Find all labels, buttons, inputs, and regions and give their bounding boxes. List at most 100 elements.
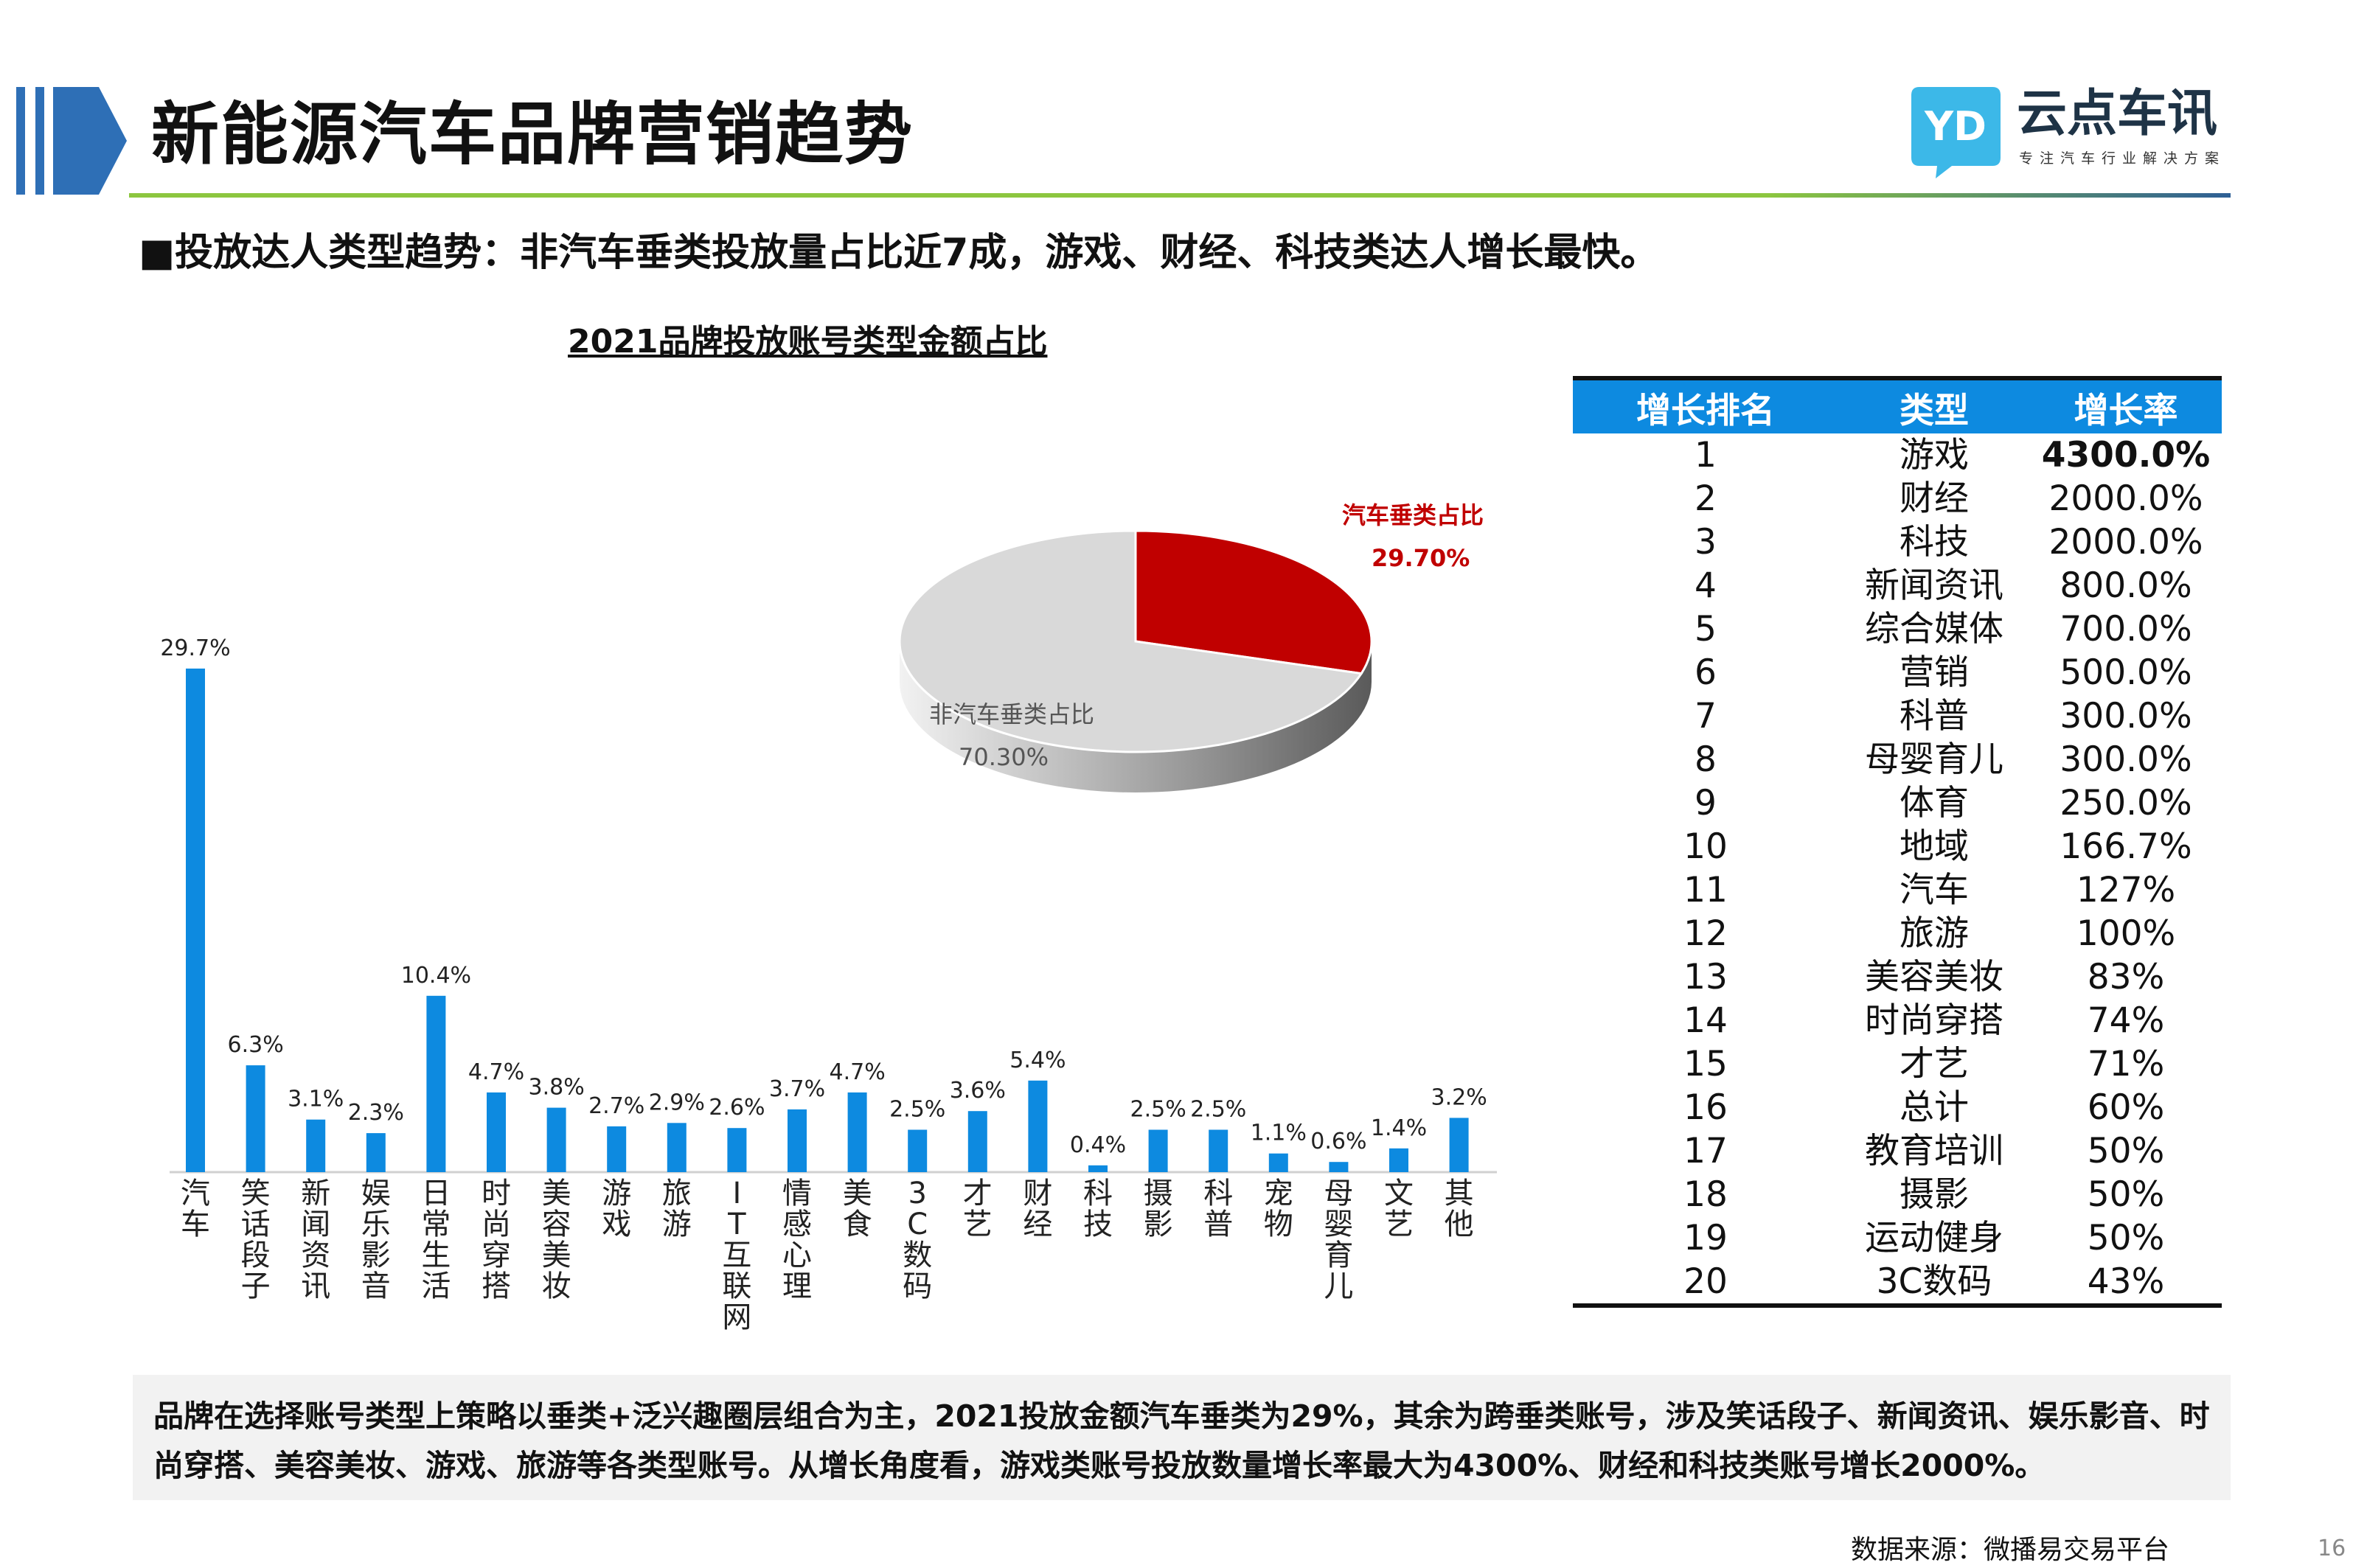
table-row: 11 汽车 127%	[1573, 868, 2222, 912]
rank-cell: 12	[1683, 913, 1728, 954]
type-cell: 时尚穿搭	[1865, 1000, 2003, 1041]
growth-rate-cell: 83%	[2087, 957, 2165, 997]
summary-box	[133, 1375, 2231, 1500]
chart-title: 2021品牌投放账号类型金额占比	[568, 323, 1048, 360]
header-bar-decoration	[16, 87, 127, 195]
bar-value-label: 0.6%	[1310, 1129, 1366, 1154]
bar-旅游	[667, 1123, 687, 1172]
rank-cell: 13	[1683, 957, 1728, 997]
bar-才艺	[967, 1111, 987, 1172]
bar-笑话段子	[246, 1065, 265, 1172]
bar-value-label: 3.8%	[528, 1075, 584, 1101]
bar-value-label: 1.4%	[1371, 1115, 1427, 1141]
growth-rate-cell: 2000.0%	[2048, 522, 2203, 562]
type-cell: 游戏	[1900, 435, 1969, 475]
category-label: 文艺	[1384, 1177, 1414, 1241]
rank-cell: 2	[1695, 478, 1717, 519]
rank-cell: 14	[1683, 1000, 1728, 1041]
bar-时尚穿搭	[487, 1092, 506, 1172]
category-label: 财经	[1023, 1177, 1052, 1241]
summary-text: 品牌在选择账号类型上策略以垂类+泛兴趣圈层组合为主，2021投放金额汽车垂类为2…	[153, 1398, 2210, 1483]
bar-IT互联网	[727, 1128, 747, 1172]
category-label: 母婴育儿	[1324, 1177, 1353, 1303]
bar-财经	[1028, 1080, 1048, 1172]
logo-name: 云点车讯	[2017, 85, 2218, 143]
column-header: 增长排名	[1573, 376, 1838, 433]
bar-美食	[847, 1092, 867, 1172]
bar-value-label: 4.7%	[829, 1059, 885, 1085]
rank-cell: 8	[1695, 739, 1717, 780]
table-row: 9 体育 250.0%	[1573, 781, 2222, 825]
bar-value-label: 2.5%	[1190, 1097, 1246, 1123]
rank-cell: 4	[1695, 565, 1717, 606]
rank-cell: 3	[1695, 522, 1717, 562]
page-title: 新能源汽车品牌营销趋势	[151, 95, 914, 174]
pie-value-label: 29.70%	[1372, 544, 1470, 572]
table-row: 14 时尚穿搭 74%	[1573, 999, 2222, 1042]
bar-value-label: 2.3%	[348, 1100, 404, 1126]
category-label: 3 C 数码	[903, 1177, 932, 1303]
growth-rate-cell: 74%	[2087, 1000, 2165, 1041]
bar-value-label: 4.7%	[468, 1059, 524, 1085]
bar-其他	[1449, 1118, 1469, 1172]
category-label: I T 互联网	[722, 1177, 751, 1334]
title-underline	[129, 193, 2231, 198]
type-cell: 教育培训	[1865, 1131, 2003, 1171]
growth-rate-cell: 50%	[2087, 1218, 2165, 1258]
table-row: 1 游戏 4300.0%	[1573, 433, 2222, 477]
growth-rate-cell: 700.0%	[2060, 609, 2192, 649]
table-row: 13 美容美妆 83%	[1573, 955, 2222, 999]
type-cell: 总计	[1900, 1087, 1969, 1128]
type-cell: 运动健身	[1865, 1218, 2003, 1258]
svg-text:YD: YD	[1924, 103, 1987, 150]
bar-value-label: 2.5%	[1130, 1097, 1186, 1123]
rank-cell: 5	[1695, 609, 1717, 649]
pie-chart: 汽车垂类占比 29.70% 非汽车垂类占比 70.30%	[898, 501, 1484, 792]
bar-情感心理	[788, 1109, 807, 1172]
bar-value-label: 3.1%	[288, 1087, 344, 1112]
bar-value-label: 2.9%	[649, 1090, 705, 1115]
category-label: 旅游	[662, 1177, 692, 1241]
bar-美容美妆	[546, 1107, 566, 1172]
bar-value-label: 1.1%	[1251, 1121, 1307, 1146]
category-label: 日常生活	[421, 1177, 451, 1303]
rank-cell: 16	[1683, 1087, 1728, 1128]
bar-value-label: 2.7%	[588, 1093, 644, 1119]
table-row: 18 摄影 50%	[1573, 1173, 2222, 1216]
bar-新闻资讯	[306, 1119, 326, 1172]
pie-label: 汽车垂类占比	[1342, 501, 1484, 529]
type-cell: 科技	[1900, 522, 1969, 562]
bar-value-label: 5.4%	[1009, 1048, 1066, 1073]
bar-value-label: 29.7%	[160, 635, 230, 661]
table-row: 7 科普 300.0%	[1573, 694, 2222, 738]
growth-rate-cell: 800.0%	[2060, 565, 2192, 606]
bar-游戏	[607, 1126, 627, 1172]
rank-cell: 18	[1683, 1174, 1728, 1215]
table-row: 3 科技 2000.0%	[1573, 520, 2222, 564]
category-label: 情感心理	[782, 1177, 812, 1303]
growth-rate-cell: 43%	[2030, 1260, 2222, 1308]
table-row: 5 综合媒体 700.0%	[1573, 607, 2222, 651]
category-label: 其他	[1445, 1177, 1474, 1241]
bar-母婴育儿	[1329, 1162, 1349, 1172]
category-label: 游戏	[602, 1177, 631, 1241]
rank-cell: 15	[1683, 1044, 1728, 1084]
type-cell: 才艺	[1900, 1044, 1969, 1084]
growth-rate-cell: 166.7%	[2060, 826, 2192, 867]
rank-cell: 1	[1695, 435, 1717, 475]
table-row: 12 旅游 100%	[1573, 912, 2222, 955]
type-cell: 体育	[1900, 783, 1969, 823]
subtitle: ■投放达人类型趋势：非汽车垂类投放量占比近7成，游戏、财经、科技类达人增长最快。	[139, 231, 1659, 275]
bar-3C数码	[908, 1129, 928, 1172]
bar-value-label: 2.5%	[889, 1097, 945, 1123]
bar-value-label: 3.7%	[769, 1076, 825, 1102]
category-label: 娱乐影音	[361, 1177, 391, 1303]
category-label: 笑话段子	[241, 1177, 271, 1303]
category-label: 汽车	[181, 1177, 210, 1241]
bar-value-label: 0.4%	[1070, 1132, 1126, 1158]
table-header-row: 增长排名 类型 增长率	[1573, 376, 2222, 433]
rank-cell: 17	[1683, 1131, 1728, 1171]
type-cell: 摄影	[1900, 1174, 1969, 1215]
pie-slice-非汽车垂类占比	[898, 529, 1363, 753]
type-cell: 母婴育儿	[1865, 739, 2003, 780]
